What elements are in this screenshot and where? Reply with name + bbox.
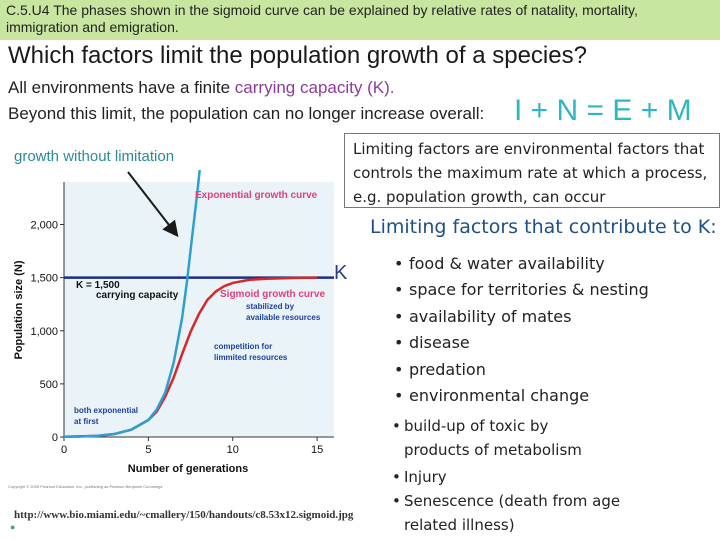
k-side-label: K [334, 262, 348, 284]
header-banner: C.5.U4 The phases shown in the sigmoid c… [0, 0, 720, 40]
k-carrying-capacity-label: carrying capacity [96, 290, 179, 301]
globe-icon: ● [10, 522, 16, 532]
understanding-statement: C.5.U4 The phases shown in the sigmoid c… [6, 2, 638, 35]
intro-line-1: All environments have a finite carrying … [8, 78, 394, 98]
exponential-curve-label: Exponential growth curve [195, 190, 318, 201]
list-item: space for territories & nesting [394, 278, 649, 304]
competition-label: competition for [214, 342, 272, 351]
y-tick-label: 1,000 [30, 326, 58, 338]
list-item: environmental change [394, 384, 649, 410]
sub-item-toxic-buildup: • build-up of toxic by products of metabo… [392, 414, 582, 462]
y-tick-label: 1,500 [30, 273, 58, 285]
sigmoid-curve-label: Sigmoid growth curve [220, 289, 325, 300]
growth-pointer-arrow [127, 171, 179, 238]
sigmoid-stabilized-label: stabilized by [246, 302, 295, 311]
list-item: disease [394, 331, 649, 357]
at-first-label: at first [74, 417, 99, 426]
definition-box: Limiting factors are environmental facto… [344, 133, 720, 208]
y-tick-label: 0 [52, 432, 58, 444]
sub-item-line: build-up of toxic by [404, 417, 549, 435]
list-item: predation [394, 358, 649, 384]
y-tick-label: 2,000 [30, 220, 58, 232]
limiting-factors-list: food & water availability space for terr… [394, 252, 649, 410]
x-tick-label: 10 [227, 444, 239, 456]
sigmoid-resources-label: available resources [246, 313, 321, 322]
k-value-label: K = 1,500 [76, 280, 120, 291]
slide-title: Which factors limit the population growt… [8, 42, 587, 69]
sub-item-line: Injury [404, 468, 447, 486]
growth-without-limitation-label: growth without limitation [14, 148, 175, 165]
sub-item-line: products of metabolism [404, 441, 582, 459]
limiting-factors-title: Limiting factors that contribute to K: [370, 216, 717, 238]
both-exponential-label: both exponential [74, 406, 138, 415]
bullet-icon: • [392, 492, 401, 510]
x-tick-label: 15 [311, 444, 323, 456]
exponential-growth-curve [63, 170, 201, 439]
copyright-text: Copyright © 2009 Pearson Education, Inc.… [8, 484, 163, 489]
list-item: availability of mates [394, 305, 649, 331]
x-tick-label: 0 [61, 444, 67, 456]
carrying-capacity-term: carrying capacity (K). [234, 78, 395, 97]
y-axis-title: Population size (N) [13, 260, 25, 359]
x-tick-label: 5 [145, 444, 151, 456]
intro-line-1-text: All environments have a finite [8, 78, 235, 97]
list-item: food & water availability [394, 252, 649, 278]
intro-line-2: Beyond this limit, the population can no… [8, 104, 485, 123]
y-tick-label: 500 [40, 379, 58, 391]
source-url: http://www.bio.miami.edu/~cmallery/150/h… [14, 509, 354, 521]
sub-item-line: Senescence (death from age [404, 492, 621, 510]
sub-item-injury: • Injury [392, 465, 447, 489]
bullet-icon: • [392, 468, 401, 486]
sigmoid-chart: 0 500 1,000 1,500 2,000 0 5 10 15 Exponential g… [13, 170, 334, 475]
sub-item-senescence: • Senescence (death from age related illn… [392, 489, 620, 537]
x-axis-title: Number of generations [128, 463, 248, 475]
sub-item-line: related illness) [404, 516, 515, 534]
population-equation: I + N = E + M [514, 94, 692, 127]
competition-resources-label: limmited resources [214, 353, 288, 362]
plot-background [64, 182, 334, 437]
bullet-icon: • [392, 417, 401, 435]
